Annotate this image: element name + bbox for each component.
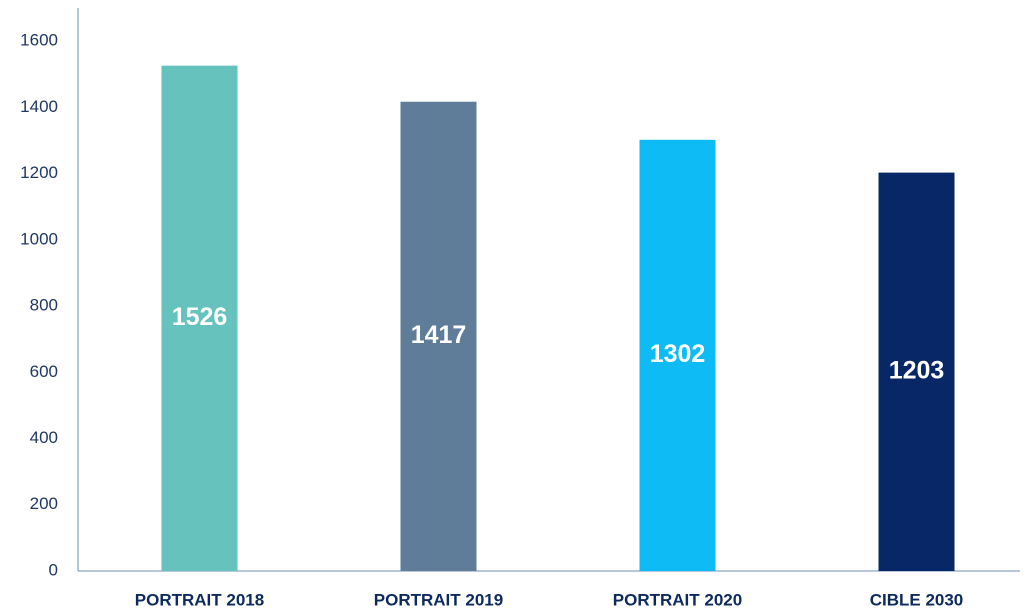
- x-tick-label: PORTRAIT 2020: [613, 590, 742, 609]
- y-tick-label: 0: [49, 560, 58, 579]
- y-tick-label: 1000: [20, 229, 58, 248]
- bar: [400, 101, 477, 572]
- y-tick-label: 1200: [20, 163, 58, 182]
- y-tick-label: 1600: [20, 31, 58, 50]
- x-tick-label: PORTRAIT 2018: [135, 590, 264, 609]
- y-tick-label: 600: [30, 362, 58, 381]
- bar: [878, 172, 955, 571]
- data-label: 1417: [411, 321, 467, 349]
- y-tick-label: 1400: [20, 97, 58, 116]
- data-label: 1526: [172, 303, 228, 331]
- y-tick-label: 200: [30, 494, 58, 513]
- y-tick-label: 400: [30, 428, 58, 447]
- bar: [639, 139, 716, 572]
- y-tick-label: 800: [30, 296, 58, 315]
- bar: [161, 65, 238, 572]
- data-label: 1302: [650, 340, 706, 368]
- x-tick-label: PORTRAIT 2019: [374, 590, 503, 609]
- x-tick-label: CIBLE 2030: [870, 590, 964, 609]
- data-label: 1203: [889, 356, 945, 384]
